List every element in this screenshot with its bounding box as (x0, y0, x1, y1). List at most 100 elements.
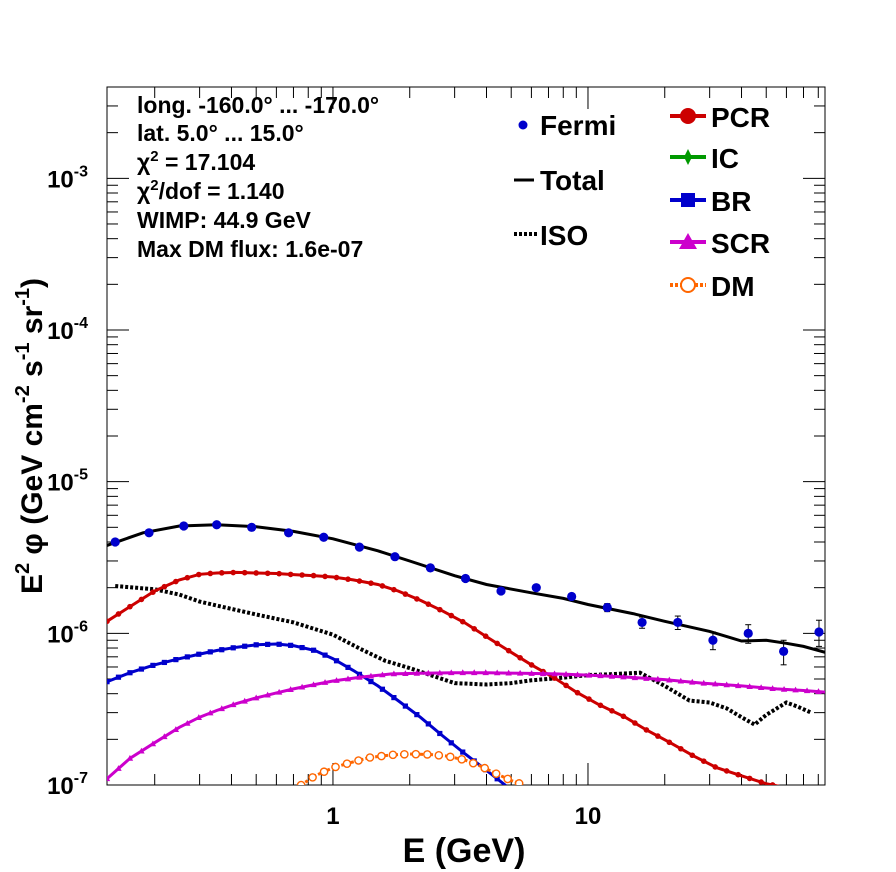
series-pcr-point (196, 571, 202, 578)
series-scr-point (539, 670, 547, 677)
fermi-point (779, 646, 789, 657)
series-pcr-point (494, 640, 500, 647)
series-scr-point (493, 669, 501, 676)
series-scr-point (379, 671, 386, 678)
legend-br-marker (681, 193, 695, 207)
series-scr-point (413, 669, 421, 676)
series-pcr-point (769, 782, 776, 785)
series-scr-point (172, 726, 180, 732)
series-pcr-point (505, 647, 512, 654)
series-scr-point (241, 697, 248, 704)
series-br-point (414, 712, 420, 718)
y-tick-labels: 10-710-610-510-410-3 (47, 163, 88, 800)
series-scr-point (780, 685, 788, 692)
series-pcr-point (517, 655, 523, 661)
series-scr-point (459, 669, 466, 676)
series-pcr-point (368, 580, 374, 586)
legend-right: PCR IC BR SCR DM (670, 102, 770, 302)
series-total-line (107, 523, 825, 654)
series-pcr-point (264, 570, 271, 577)
legend-br-label: BR (711, 186, 751, 217)
series-br-point (230, 645, 236, 651)
legend-dm-marker (680, 277, 696, 293)
series-scr-point (333, 677, 340, 683)
series-pcr-point (655, 733, 661, 739)
series-pcr-point (609, 708, 615, 714)
series-scr-point (803, 687, 811, 694)
series-dm-point (296, 780, 306, 785)
series-pcr-point (161, 583, 168, 590)
series-br-point (115, 674, 122, 680)
y-tick-label-base: 10 (47, 318, 74, 345)
series-fermi (110, 520, 824, 666)
series-scr-point (356, 673, 363, 680)
legend-pcr-marker (680, 108, 696, 124)
x-tick-label: 1 (326, 803, 339, 830)
series-pcr-point (551, 675, 558, 681)
series-pcr-point (723, 768, 730, 774)
series-br-point (265, 641, 271, 647)
fermi-point (814, 627, 824, 637)
series-dm-point (468, 758, 478, 768)
legend-scr-marker (679, 233, 697, 249)
series-scr-point (700, 679, 707, 686)
fermi-point (673, 617, 683, 628)
series-pcr-point (379, 583, 386, 589)
series-dm-point (319, 767, 329, 777)
series-br-point (299, 644, 305, 651)
series-dm-point (411, 749, 421, 759)
series-scr-point (677, 677, 684, 684)
series-pcr-point (333, 574, 340, 581)
info-longitude: long. -160.0° ... -170.0° (137, 92, 379, 118)
legend-dm-label: DM (711, 271, 755, 302)
y-tick-label-exp: -3 (74, 163, 88, 180)
fermi-point (212, 520, 222, 530)
series-pcr-point (230, 569, 237, 576)
series-dm-point (445, 752, 455, 762)
series-total (107, 523, 825, 654)
series-scr-point (757, 684, 765, 690)
series-br-point (425, 721, 431, 727)
series-dm-point (331, 762, 340, 772)
series-scr-point (631, 674, 639, 681)
series-scr-point (230, 701, 237, 708)
series-pcr-point (287, 571, 294, 578)
series-scr-point (505, 669, 512, 676)
y-tick-label-base: 10 (47, 470, 74, 497)
series-dm-point (388, 750, 398, 760)
series-pcr-point (632, 720, 638, 726)
series-scr-point (107, 775, 111, 782)
series-dm-point (423, 750, 432, 759)
series-pcr-point (391, 586, 397, 593)
series-scr-point (390, 670, 398, 677)
series-br-point (333, 658, 340, 664)
series-pcr-point (758, 779, 764, 785)
series-iso-line (115, 584, 812, 728)
series-scr-point (792, 686, 799, 693)
series-dm-point (354, 756, 363, 765)
series-br-point (448, 740, 454, 746)
series-scr-point (218, 705, 225, 712)
series-br-point (379, 686, 386, 692)
series-scr-point (149, 740, 157, 747)
series-br-point (253, 642, 259, 648)
series-scr-point (126, 754, 134, 761)
y-tick-label-base: 10 (47, 773, 74, 800)
y-tick-label: 10-6 (47, 618, 88, 648)
series-pcr-point (241, 569, 248, 576)
fermi-point (179, 521, 189, 531)
series-pcr-point (643, 727, 650, 733)
series-br-point (345, 664, 351, 670)
series-pcr-point (700, 758, 707, 764)
series-pcr-point (666, 739, 673, 746)
series-scr (107, 669, 825, 782)
series-br-point (322, 652, 328, 658)
series-pcr-point (689, 752, 696, 759)
y-tick-label: 10-5 (47, 467, 88, 497)
series-pcr-point (448, 612, 455, 619)
series-scr-point (654, 675, 662, 682)
fermi-point (144, 528, 154, 538)
series-pcr-point (150, 589, 156, 595)
